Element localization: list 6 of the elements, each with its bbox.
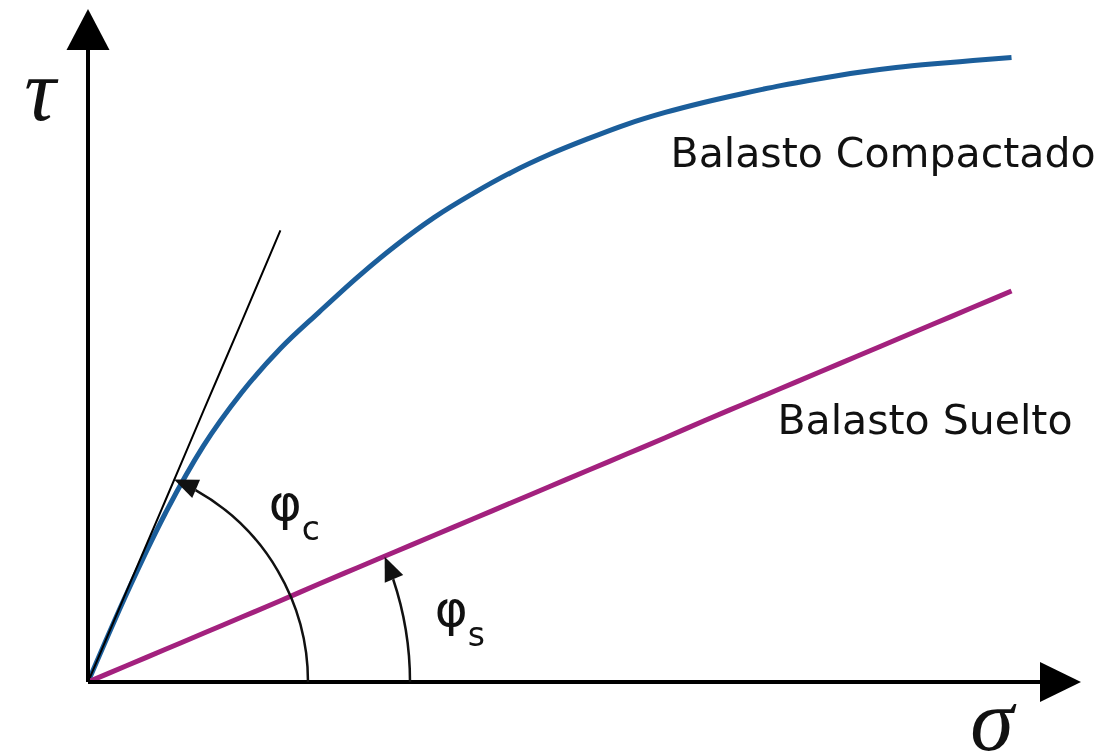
series-label: Balasto Suelto [777,396,1073,445]
annotation: φ$_{s}$ [434,580,486,654]
annotation: φ$_{c}$ [268,473,320,548]
series-label: Balasto Compactado [670,129,1096,178]
x-axis-title: σ [970,672,1018,755]
y-axis-title: τ [24,42,60,139]
